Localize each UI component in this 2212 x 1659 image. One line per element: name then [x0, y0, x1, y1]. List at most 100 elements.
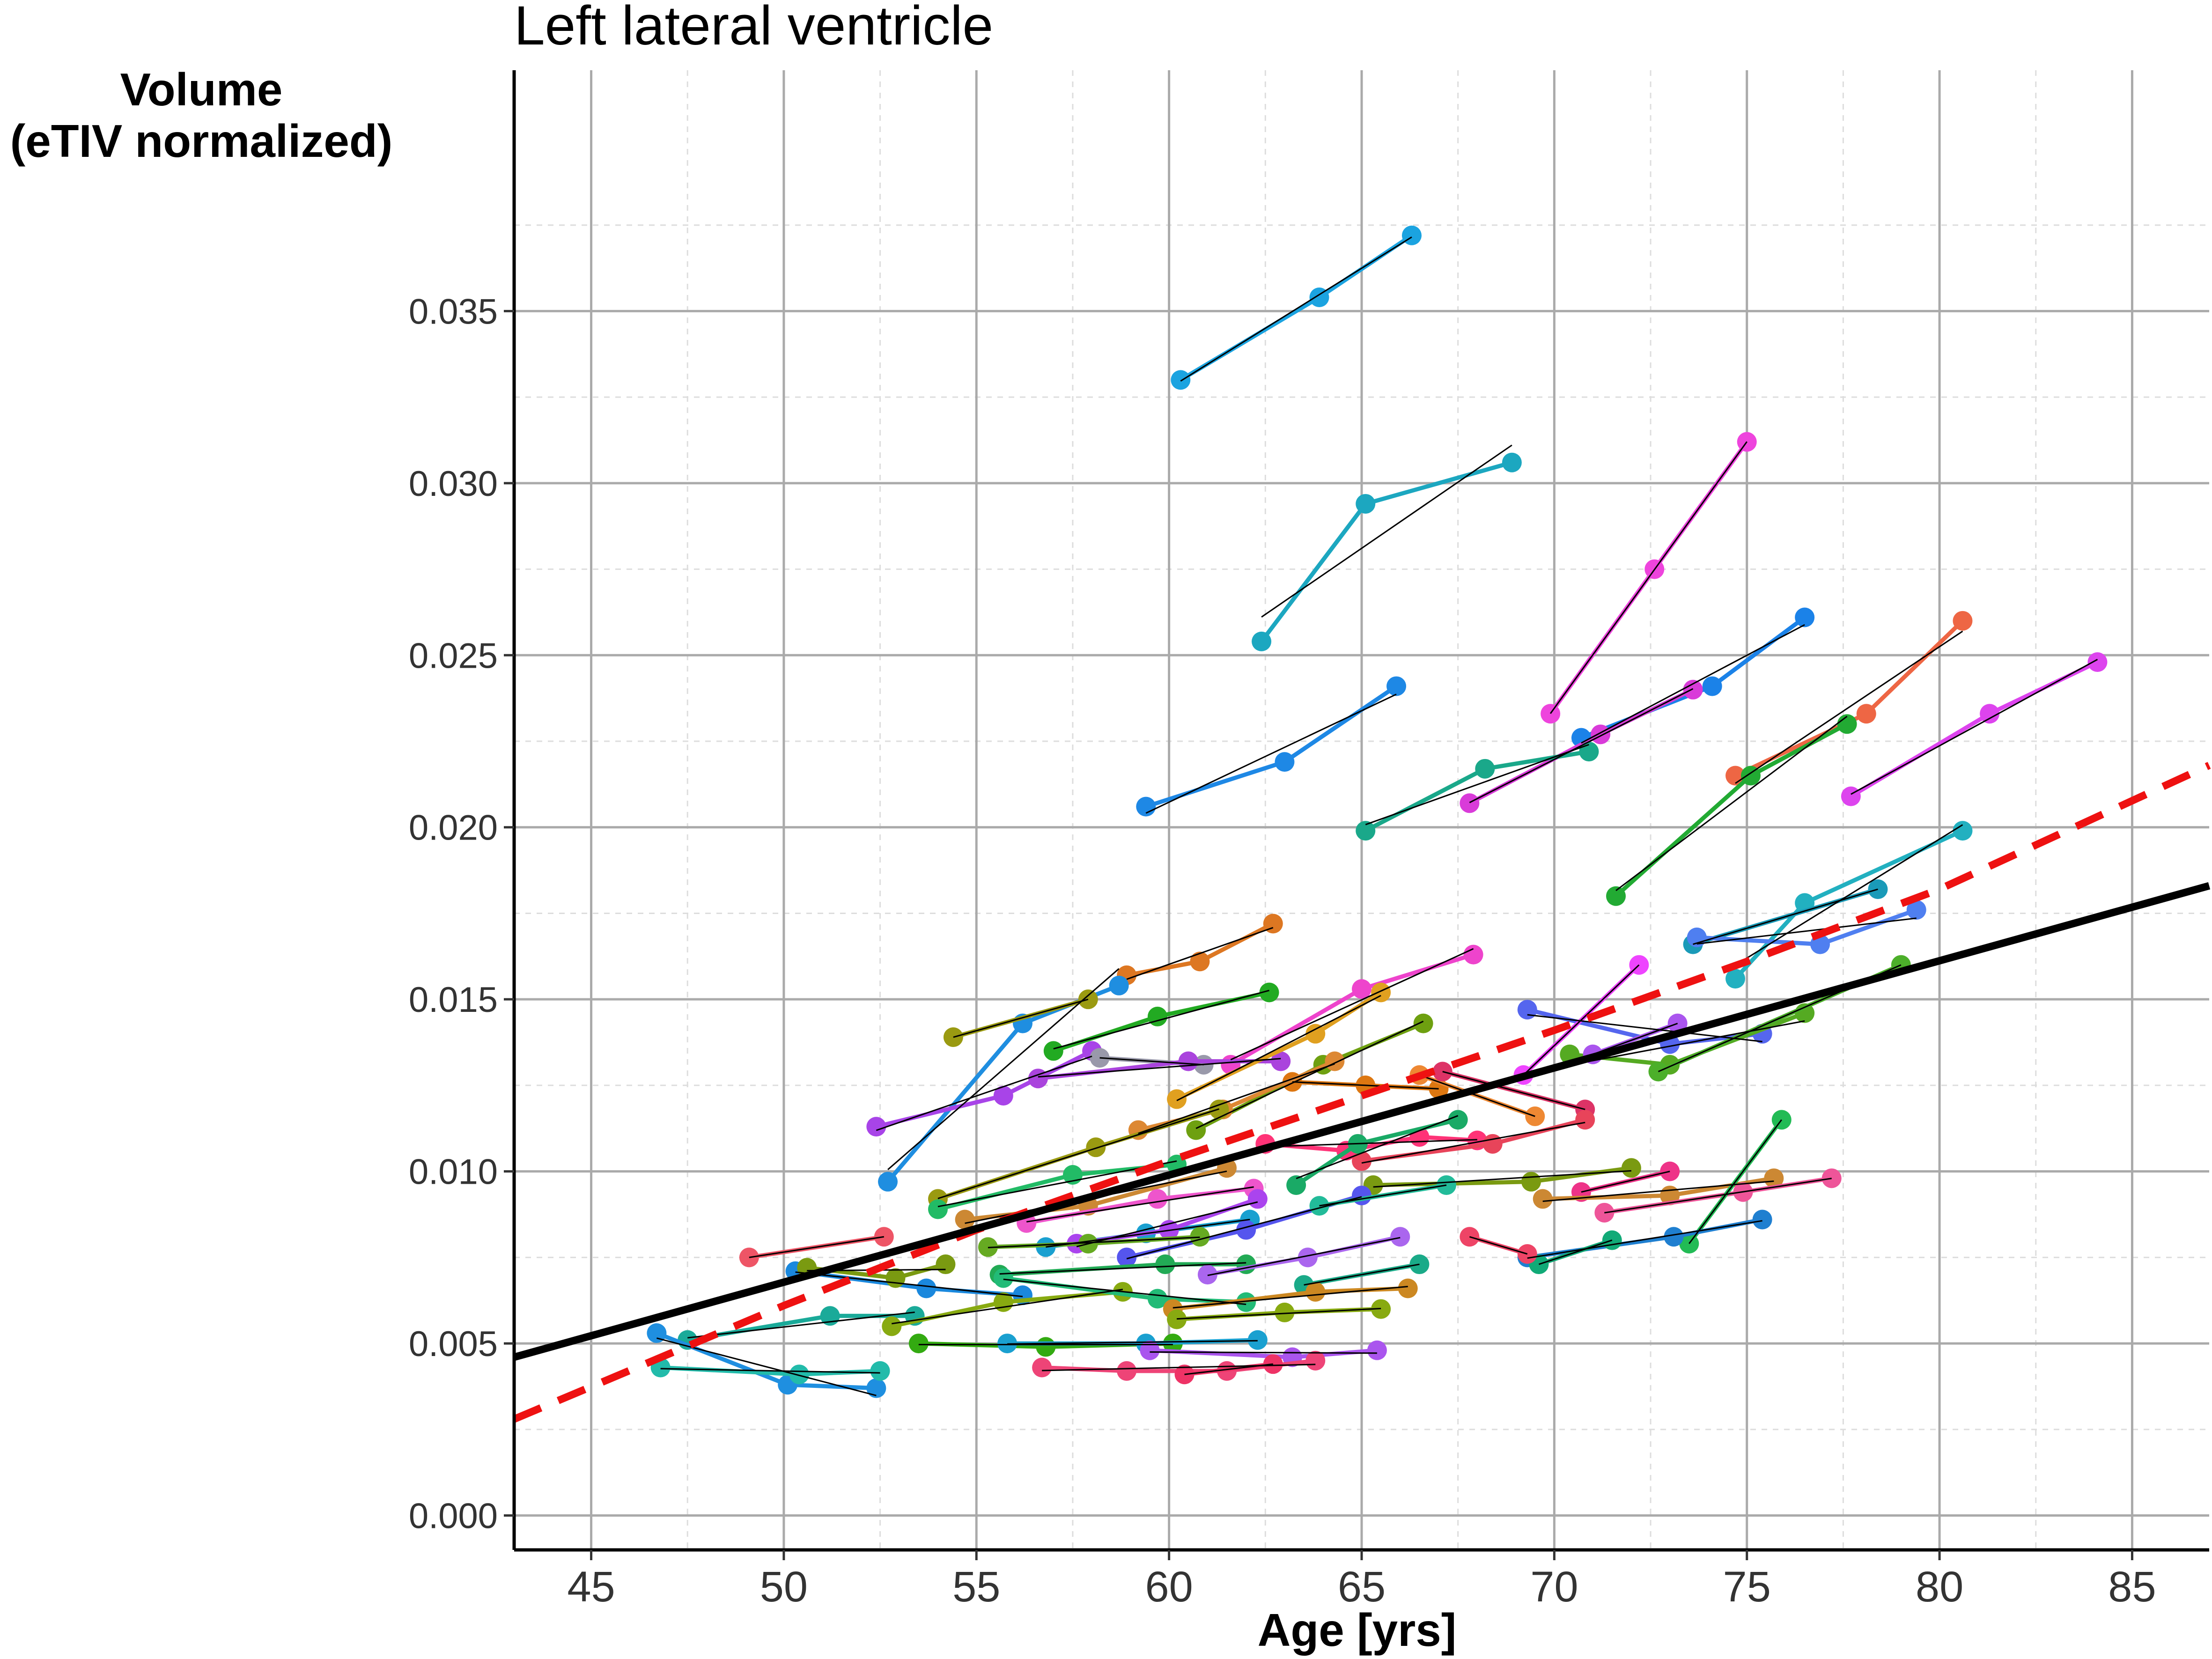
x-axis-label: Age [yrs]: [1258, 1604, 1457, 1656]
subject-8-fit: [1469, 688, 1694, 804]
subject-34-point: [1352, 1151, 1371, 1171]
subject-58-point: [936, 1254, 956, 1275]
subject-11-fit: [1735, 824, 1963, 966]
subject-48-fit: [1026, 1186, 1254, 1223]
y-tick-label: 0.035: [409, 292, 498, 332]
x-tick-label: 65: [1338, 1563, 1386, 1611]
subject-25-point: [1325, 1051, 1345, 1071]
subject-13-fit: [1696, 917, 1917, 945]
subject-54-fit: [988, 1236, 1200, 1248]
subject-2-fit: [1261, 444, 1512, 618]
subject-5-fit: [1581, 624, 1805, 744]
subject-36-point: [1621, 1158, 1641, 1178]
subject-21-point: [1271, 1051, 1291, 1071]
subject-lines: [647, 225, 2108, 1398]
subject-17-fit: [1053, 989, 1269, 1050]
subject-6-point: [1953, 611, 1973, 631]
subject-18-fit: [1230, 948, 1474, 1061]
subject-64-point: [908, 1334, 929, 1354]
subject-43-fit: [1469, 1236, 1528, 1255]
subject-13-point: [1687, 927, 1707, 947]
subject-53-point: [1390, 1227, 1410, 1247]
subject-4-point: [1275, 752, 1295, 772]
subject-6-fit: [1735, 630, 1963, 784]
subject-51-point: [1236, 1220, 1256, 1240]
subject-63-point: [1275, 1302, 1295, 1322]
x-tick-label: 80: [1916, 1563, 1963, 1611]
subject-1-point: [1171, 370, 1191, 390]
subject-9-point: [1356, 821, 1376, 841]
subject-39-point: [1821, 1168, 1842, 1188]
subject-10-fit: [1615, 715, 1848, 892]
subject-27-fit: [1569, 1020, 1805, 1066]
subject-52-fit: [999, 1262, 1246, 1275]
subject-24-fit: [1292, 1081, 1439, 1090]
subject-21-line: [1038, 1059, 1281, 1081]
x-tick-label: 85: [2108, 1563, 2156, 1611]
subject-42-fit: [1538, 1239, 1613, 1265]
subject-38-point: [1533, 1189, 1553, 1209]
subject-69-point: [1305, 1350, 1326, 1371]
subject-14-fit: [1126, 927, 1274, 980]
subject-20-fit: [1099, 1057, 1204, 1066]
subject-18-point: [1463, 944, 1483, 965]
subject-7-point: [1841, 786, 1861, 806]
subject-38-fit: [1542, 1180, 1774, 1202]
x-ticks: 45 50 55 60 65 70 75 80 85: [567, 1550, 2156, 1611]
subject-19-point: [993, 1085, 1013, 1106]
subject-68-point: [1140, 1340, 1160, 1360]
subject-fits: [656, 236, 2098, 1396]
subject-22-fit: [1176, 995, 1381, 1101]
subject-18-point: [1352, 979, 1371, 999]
subject-2-point: [1252, 631, 1272, 651]
subject-17-point: [1259, 982, 1279, 1003]
subject-65-point: [647, 1323, 667, 1343]
subject-63-fit: [1177, 1308, 1381, 1320]
y-ticks: 0.000 0.005 0.010 0.015 0.020 0.025 0.030 0.035: [409, 292, 514, 1536]
subject-63-point: [1167, 1309, 1187, 1329]
subject-2-line: [1260, 460, 1513, 643]
subject-1-line: [1180, 234, 1413, 382]
subject-51-fit: [1126, 1196, 1362, 1260]
subject-33-fit: [1265, 1139, 1477, 1148]
subject-4-fit: [1145, 693, 1397, 814]
subject-68-point: [1367, 1340, 1387, 1360]
x-tick-label: 50: [760, 1563, 808, 1611]
subject-57-fit: [795, 1271, 1023, 1298]
subject-26-fit: [1527, 1014, 1762, 1043]
subject-12-fit: [1693, 888, 1878, 945]
subject-59-fit: [687, 1311, 915, 1339]
subject-66-point: [789, 1364, 809, 1385]
y-tick-label: 0.030: [409, 464, 498, 504]
subject-8-point: [1683, 679, 1703, 700]
subject-67-point: [1247, 1330, 1268, 1350]
subject-2-point: [1356, 494, 1376, 514]
chart-title: Left lateral ventricle: [514, 0, 993, 57]
subject-36-point: [1521, 1172, 1541, 1192]
subject-53-fit: [1207, 1237, 1401, 1276]
subject-35-fit: [1296, 1115, 1459, 1180]
y-tick-label: 0.020: [409, 808, 498, 848]
subject-46-point: [955, 1209, 975, 1230]
subject-7-point: [1980, 704, 2000, 724]
subject-14-point: [1190, 951, 1210, 972]
x-tick-label: 70: [1530, 1563, 1578, 1611]
subject-66-point: [870, 1361, 890, 1381]
y-tick-label: 0.000: [409, 1497, 498, 1536]
population-fit-line: [513, 882, 2211, 1361]
y-axis-label-line2: (eTIV normalized): [10, 115, 393, 167]
subject-50-fit: [1076, 1201, 1258, 1247]
subject-7-point: [2087, 652, 2108, 672]
subject-16-fit: [953, 998, 1089, 1038]
subject-48-point: [1147, 1189, 1167, 1209]
subject-10-point: [1837, 714, 1857, 734]
subject-25-fit: [1138, 1063, 1335, 1135]
subject-60-fit: [892, 1289, 1123, 1325]
subject-6-point: [1856, 704, 1876, 724]
y-tick-label: 0.010: [409, 1152, 498, 1192]
subject-45-point: [928, 1199, 948, 1219]
x-tick-label: 45: [567, 1563, 615, 1611]
quadratic-fit-line: [512, 762, 2211, 1423]
subject-36-fit: [1373, 1170, 1632, 1188]
subject-23-fit: [1195, 1020, 1424, 1129]
